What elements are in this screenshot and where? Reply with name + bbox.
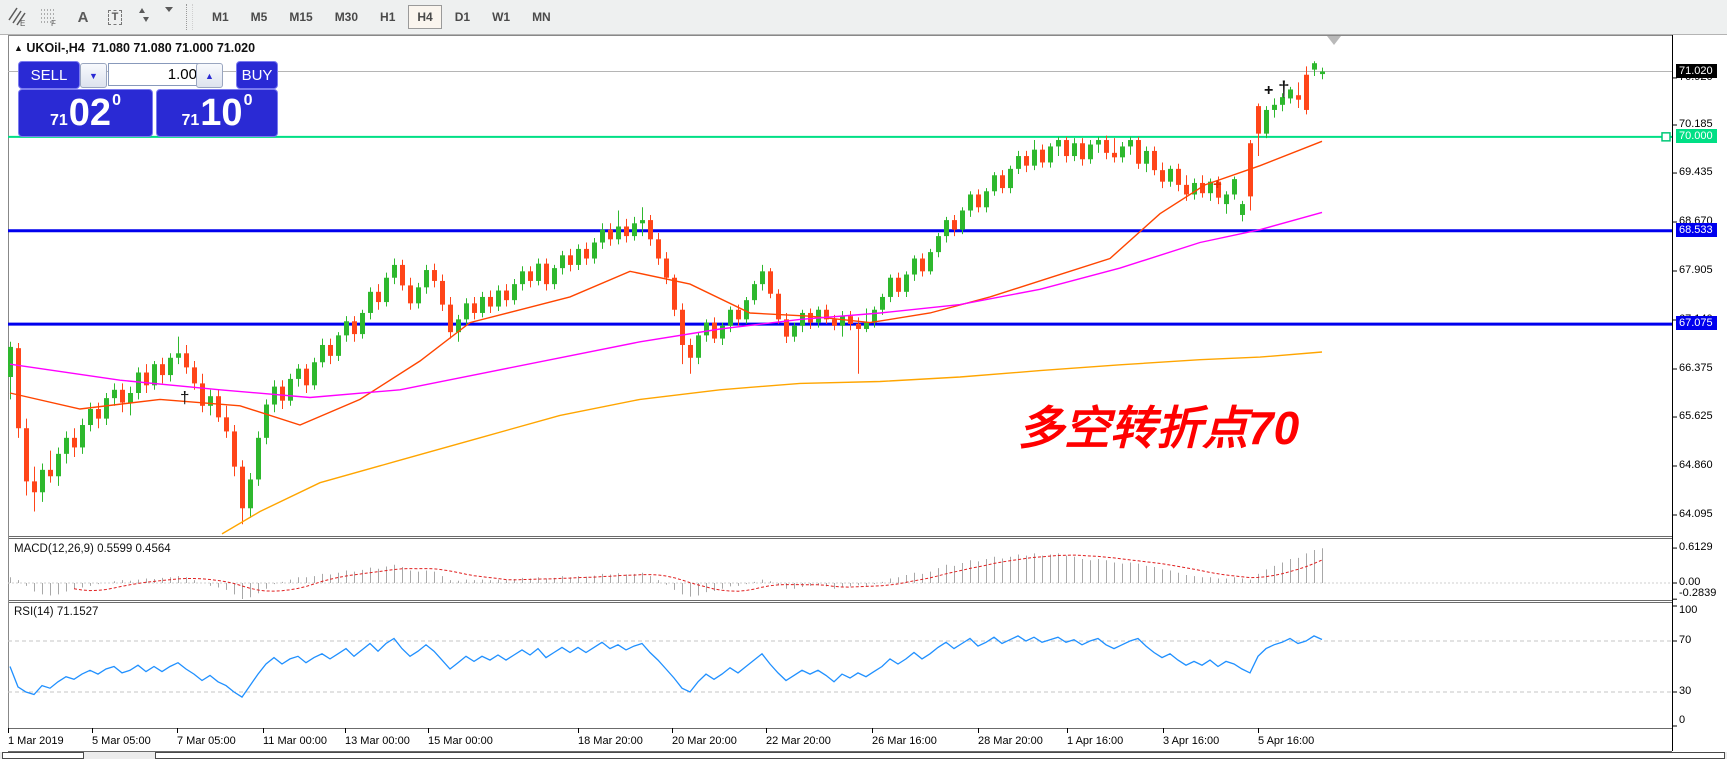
time-axis-label: 20 Mar 20:00 <box>672 735 737 747</box>
buy-price-button[interactable]: 71 10 0 <box>156 89 278 137</box>
chart-title: ▲ UKOil-,H4 71.080 71.080 71.000 71.020 <box>14 41 255 55</box>
price-tick-label: 69.435 <box>1679 166 1713 179</box>
toolbar-separator <box>186 4 193 30</box>
macd-axis-label: 0.6129 <box>1679 541 1713 554</box>
time-axis-label: 15 Mar 00:00 <box>428 735 493 747</box>
buy-price-superscript: 0 <box>243 92 253 109</box>
time-axis-label: 22 Mar 20:00 <box>766 735 831 747</box>
macd-axis-label: -0.2839 <box>1679 587 1717 599</box>
dropdown-caret-icon[interactable] <box>164 5 176 29</box>
rsi-axis-label: 100 <box>1679 604 1698 616</box>
price-level-badge: 67.075 <box>1676 316 1717 331</box>
timeframe-button-m5[interactable]: M5 <box>250 10 268 24</box>
chart-symbol-period: UKOil-,H4 <box>26 41 85 55</box>
rsi-header: RSI(14) 71.1527 <box>14 606 99 618</box>
volume-decrease-button[interactable]: ▼ <box>80 63 107 88</box>
rsi-axis-label: 30 <box>1679 685 1692 697</box>
macd-header: MACD(12,26,9) 0.5599 0.4564 <box>14 543 171 555</box>
chart-canvas[interactable] <box>0 35 1727 759</box>
candles <box>8 61 1325 525</box>
chart-marker-annotation[interactable]: + <box>1213 176 1222 193</box>
text-box-icon[interactable]: T <box>102 5 128 29</box>
price-level-badge: 70.000 <box>1676 128 1717 143</box>
sell-price-prefix: 71 <box>50 112 68 129</box>
ma-slow-orange <box>221 351 1323 535</box>
time-axis-label: 7 Mar 05:00 <box>177 735 236 747</box>
time-axis-label: 13 Mar 00:00 <box>345 735 410 747</box>
arrows-icon[interactable] <box>134 5 164 29</box>
timeframe-buttons: M1 M5 M15 M30 H1 H4 D1 W1 MN <box>201 5 562 29</box>
time-axis-label: 5 Apr 16:00 <box>1258 735 1315 747</box>
price-tick-label: 64.095 <box>1679 508 1713 520</box>
sell-price-superscript: 0 <box>112 92 121 109</box>
macd-pane <box>8 548 1672 599</box>
time-axis-label: 1 Apr 16:00 <box>1067 735 1124 747</box>
chart-ohlc-values: 71.080 71.080 71.000 71.020 <box>91 41 256 55</box>
timeframe-button-mn[interactable]: MN <box>532 10 551 24</box>
time-axis-label: 11 Mar 00:00 <box>263 735 328 747</box>
macd-axis-label: 0.00 <box>1679 576 1701 588</box>
rsi-axis-label: 70 <box>1679 634 1692 646</box>
current-price-badge: 71.020 <box>1676 63 1717 78</box>
price-tick-label: 66.375 <box>1679 361 1713 374</box>
timeframe-button-m15[interactable]: M15 <box>289 10 313 24</box>
ma-mid-magenta <box>9 211 1323 399</box>
timeframe-button-d1[interactable]: D1 <box>454 10 471 24</box>
grid-icon[interactable]: F <box>38 5 64 29</box>
collapse-triangle-icon[interactable]: ▲ <box>14 43 23 53</box>
bottom-window-strip <box>0 752 1727 759</box>
svg-text:F: F <box>51 19 56 27</box>
buy-price-prefix: 71 <box>181 112 200 129</box>
time-axis-label: 5 Mar 05:00 <box>92 735 151 747</box>
ma-fast-red <box>9 140 1323 426</box>
volume-input[interactable] <box>108 63 202 86</box>
volume-increase-button[interactable]: ▲ <box>196 63 223 88</box>
price-level-badge: 68.533 <box>1676 222 1717 237</box>
timeframe-button-m30[interactable]: M30 <box>334 10 359 24</box>
time-axis-label: 26 Mar 16:00 <box>872 735 937 747</box>
chart-marker-annotation[interactable]: † <box>180 388 190 407</box>
price-tick-label: 67.905 <box>1679 264 1713 276</box>
one-click-trade-panel: SELL ▼ ▲ BUY 71 02 0 71 10 0 <box>12 58 278 137</box>
timeframe-button-w1[interactable]: W1 <box>492 10 511 24</box>
chart-marker-annotation[interactable]: † <box>1278 78 1290 101</box>
chart-window[interactable] <box>0 35 1727 759</box>
rsi-axis-label: 0 <box>1679 714 1686 726</box>
time-axis-label: 3 Apr 16:00 <box>1163 735 1220 747</box>
svg-text:E: E <box>20 19 25 27</box>
last-bar-marker-icon <box>1327 36 1341 45</box>
timeframe-button-m1[interactable]: M1 <box>212 10 229 24</box>
timeframe-button-h4[interactable]: H4 <box>408 5 442 29</box>
timeframe-button-h1[interactable]: H1 <box>380 10 396 24</box>
sell-price-big-digits: 02 <box>68 92 112 134</box>
bottom-window-tab[interactable] <box>2 752 84 759</box>
chart-marker-annotation[interactable]: + <box>1264 82 1274 99</box>
indicators-icon[interactable]: E <box>6 5 32 29</box>
chart-text-annotation[interactable]: 多空转折点70 <box>1018 402 1300 454</box>
time-axis-label: 28 Mar 20:00 <box>978 735 1043 747</box>
buy-button[interactable]: BUY <box>236 61 278 89</box>
price-tick-label: 70.185 <box>1679 117 1713 130</box>
price-tick-label: 65.625 <box>1679 410 1713 423</box>
price-tick-label: 64.860 <box>1679 459 1713 471</box>
sell-price-button[interactable]: 71 02 0 <box>18 89 153 137</box>
time-axis-label: 1 Mar 2019 <box>8 735 64 747</box>
rsi-pane <box>8 635 1672 698</box>
toolbar: E F A T M1 M5 M15 M30 H1 H4 D1 W1 MN <box>0 0 1727 35</box>
bottom-window-edge[interactable] <box>155 752 1725 759</box>
text-label-icon[interactable]: A <box>77 8 89 26</box>
buy-price-big-digits: 10 <box>200 92 243 134</box>
time-axis-label: 18 Mar 20:00 <box>578 735 643 747</box>
sell-button[interactable]: SELL <box>18 61 80 89</box>
